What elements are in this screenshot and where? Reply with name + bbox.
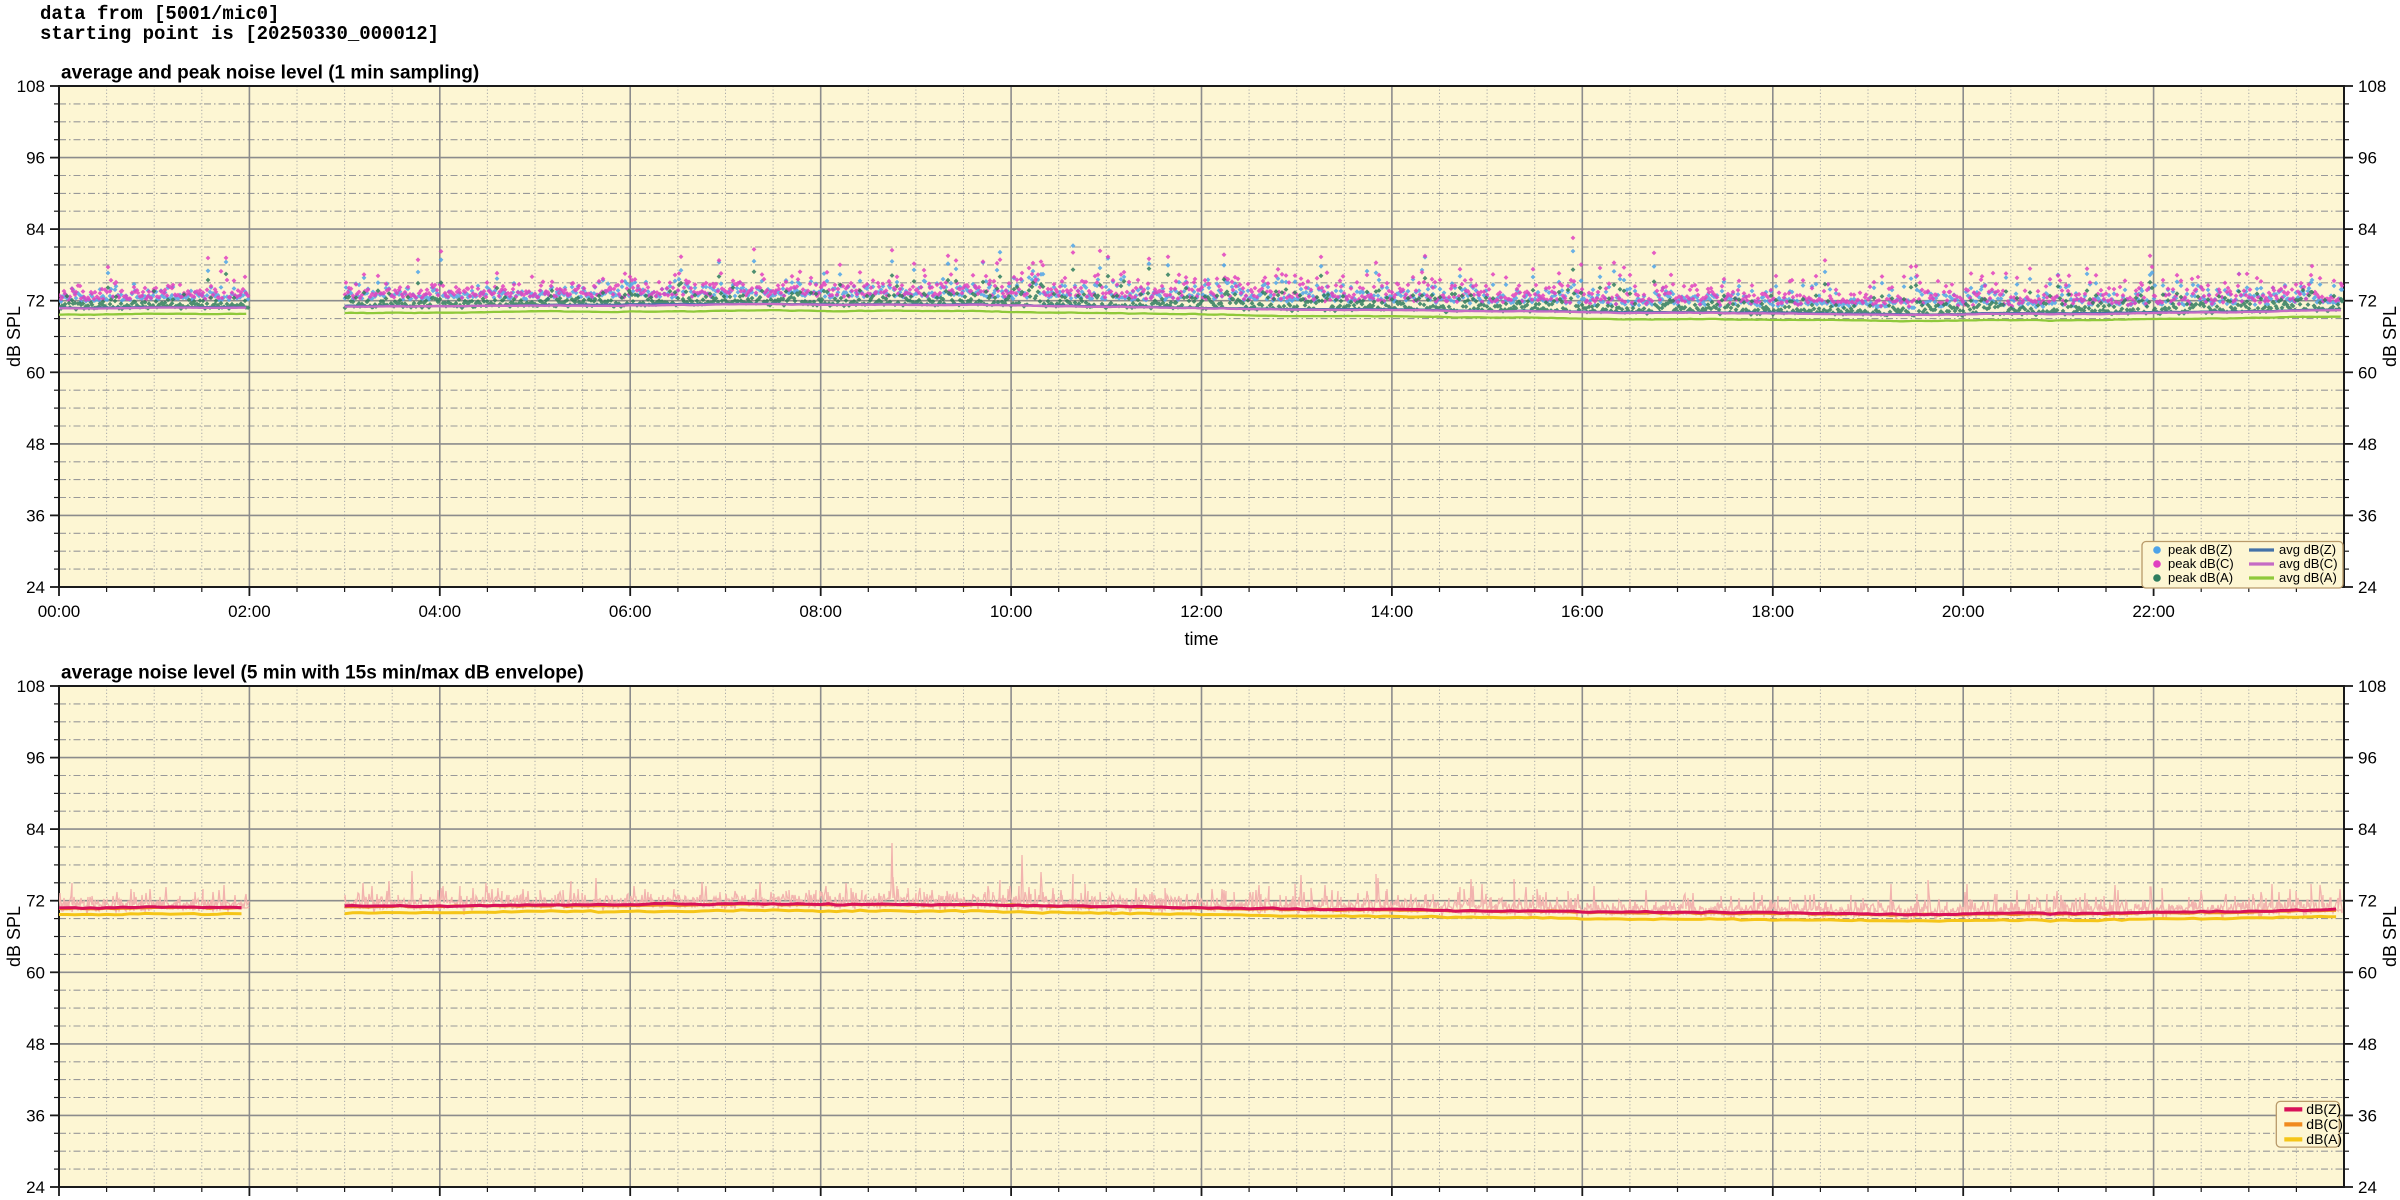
svg-text:108: 108 [2358, 677, 2386, 696]
svg-text:24: 24 [26, 578, 45, 597]
svg-text:24: 24 [2358, 1178, 2377, 1197]
svg-text:72: 72 [2358, 892, 2377, 911]
svg-text:dB(C): dB(C) [2306, 1116, 2343, 1132]
svg-text:84: 84 [26, 820, 45, 839]
svg-text:avg dB(Z): avg dB(Z) [2279, 542, 2336, 557]
svg-text:108: 108 [17, 77, 45, 96]
svg-text:48: 48 [26, 435, 45, 454]
svg-text:48: 48 [2358, 435, 2377, 454]
svg-text:dB SPL: dB SPL [2380, 306, 2400, 367]
svg-text:dB(A): dB(A) [2306, 1131, 2342, 1147]
svg-text:96: 96 [26, 149, 45, 168]
svg-text:dB(Z): dB(Z) [2306, 1101, 2341, 1117]
svg-text:48: 48 [2358, 1035, 2377, 1054]
svg-text:84: 84 [26, 220, 45, 239]
svg-text:48: 48 [26, 1035, 45, 1054]
svg-text:avg dB(C): avg dB(C) [2279, 556, 2338, 571]
svg-text:dB SPL: dB SPL [4, 906, 24, 967]
svg-text:dB SPL: dB SPL [2380, 906, 2400, 967]
svg-text:60: 60 [26, 963, 45, 982]
svg-text:36: 36 [26, 1106, 45, 1125]
svg-text:60: 60 [2358, 963, 2377, 982]
svg-text:average and peak noise level (: average and peak noise level (1 min samp… [61, 63, 479, 84]
svg-text:84: 84 [2358, 220, 2377, 239]
svg-text:72: 72 [2358, 292, 2377, 311]
svg-text:dB SPL: dB SPL [4, 306, 24, 367]
svg-text:peak dB(Z): peak dB(Z) [2168, 542, 2232, 557]
svg-text:96: 96 [2358, 149, 2377, 168]
svg-text:24: 24 [2358, 578, 2377, 597]
svg-text:60: 60 [2358, 363, 2377, 382]
svg-text:108: 108 [17, 677, 45, 696]
svg-text:36: 36 [2358, 506, 2377, 525]
svg-text:36: 36 [2358, 1106, 2377, 1125]
svg-text:108: 108 [2358, 77, 2386, 96]
svg-text:96: 96 [2358, 749, 2377, 768]
svg-text:84: 84 [2358, 820, 2377, 839]
svg-text:36: 36 [26, 506, 45, 525]
svg-text:peak dB(C): peak dB(C) [2168, 556, 2234, 571]
svg-text:peak dB(A): peak dB(A) [2168, 570, 2233, 585]
svg-text:72: 72 [26, 892, 45, 911]
svg-text:96: 96 [26, 749, 45, 768]
svg-text:60: 60 [26, 363, 45, 382]
svg-text:avg dB(A): avg dB(A) [2279, 570, 2337, 585]
svg-text:average noise level (5 min wit: average noise level (5 min with 15s min/… [61, 663, 584, 684]
svg-text:72: 72 [26, 292, 45, 311]
svg-text:24: 24 [26, 1178, 45, 1197]
